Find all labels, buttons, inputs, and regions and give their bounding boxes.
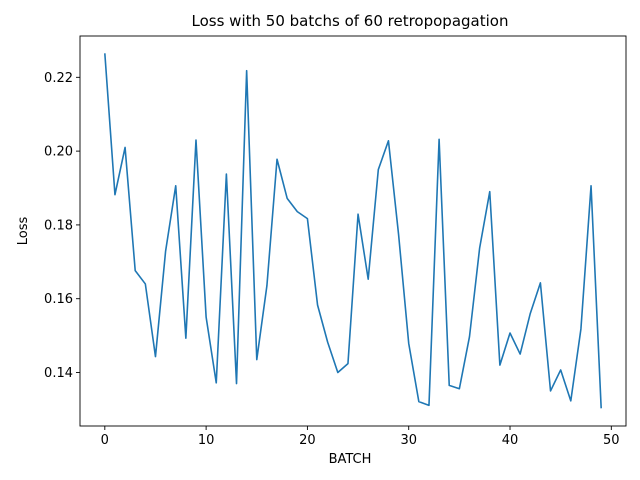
plot-area xyxy=(79,35,627,427)
x-tick-label: 10 xyxy=(198,433,215,448)
x-tick-label: 50 xyxy=(603,433,620,448)
y-tick-label: 0.18 xyxy=(44,218,73,233)
chart-title: Loss with 50 batchs of 60 retropopagatio… xyxy=(192,12,509,30)
x-tick-label: 40 xyxy=(502,433,519,448)
y-axis-label: Loss xyxy=(16,217,31,246)
y-tick-label: 0.20 xyxy=(44,145,73,160)
x-tick-label: 30 xyxy=(400,433,417,448)
y-axis: 0.14 0.16 0.18 0.20 0.22 xyxy=(44,71,80,381)
x-axis: 0 10 20 30 40 50 xyxy=(101,426,620,448)
x-axis-label: BATCH xyxy=(329,452,372,467)
plot-frame xyxy=(79,35,627,427)
y-tick-label: 0.14 xyxy=(44,366,73,381)
x-tick-label: 20 xyxy=(299,433,316,448)
y-tick-label: 0.22 xyxy=(44,71,73,86)
x-tick-label: 0 xyxy=(101,433,109,448)
loss-series-line xyxy=(104,53,602,409)
y-tick-label: 0.16 xyxy=(44,292,73,307)
